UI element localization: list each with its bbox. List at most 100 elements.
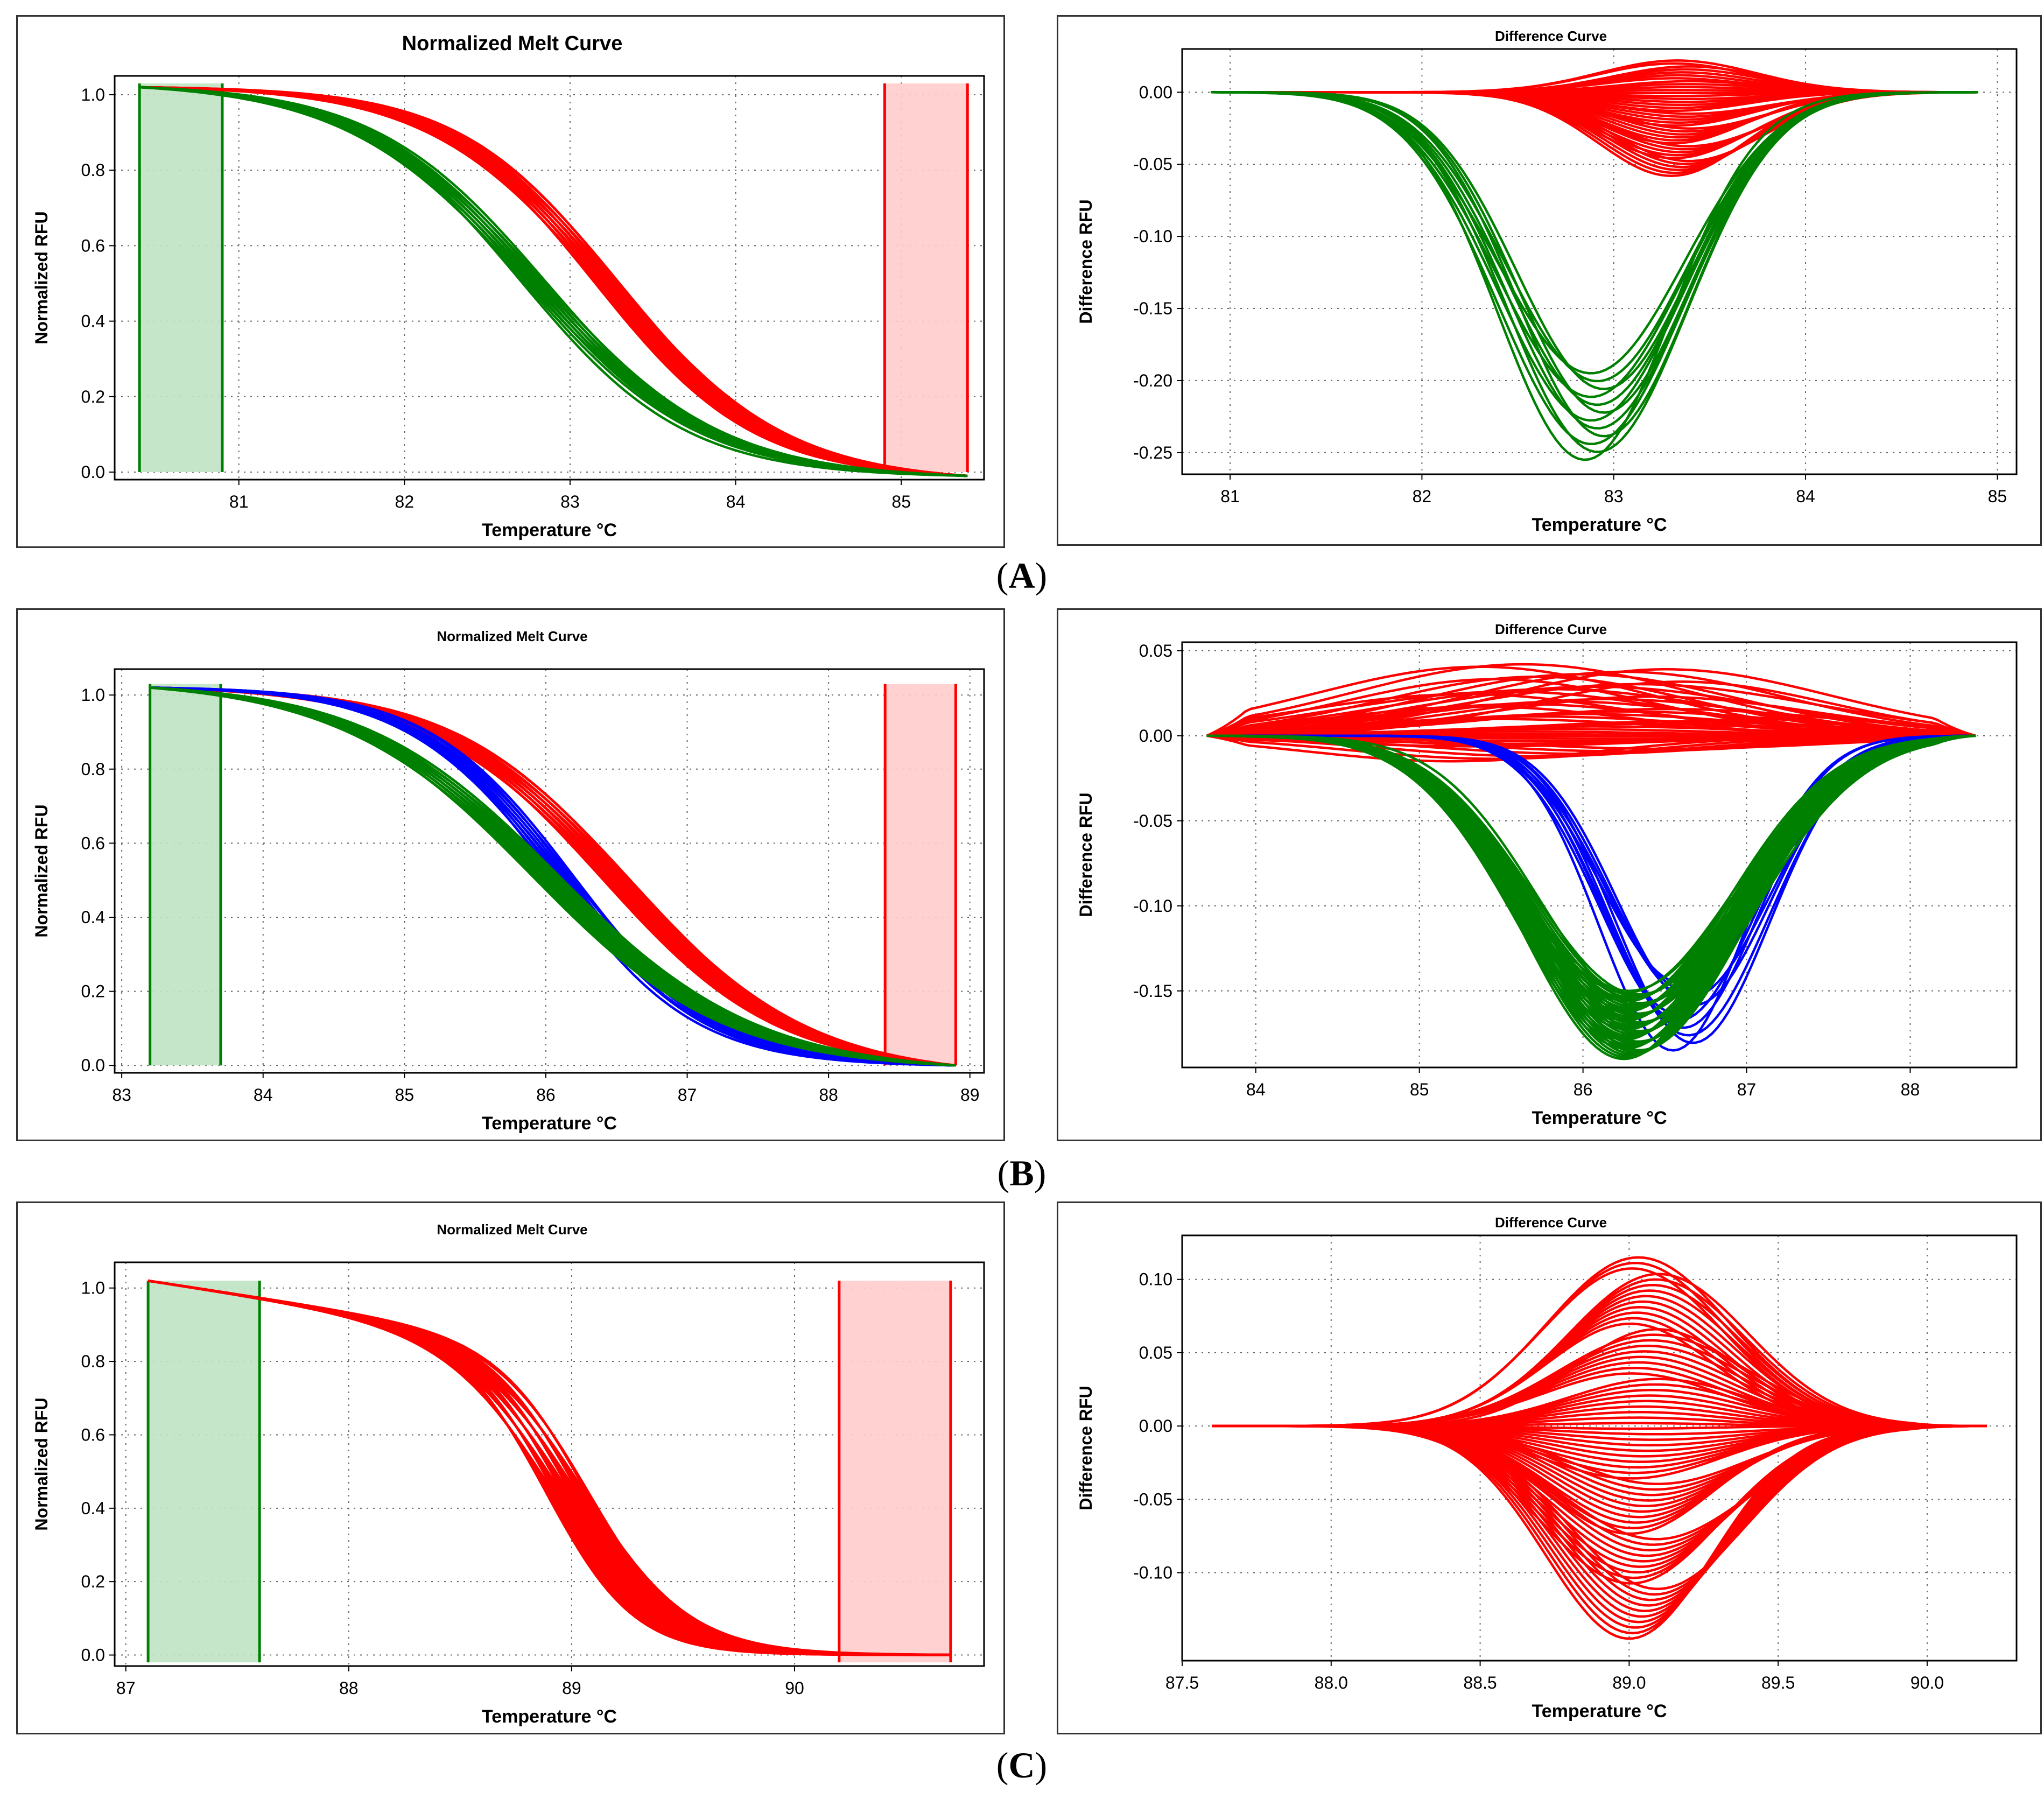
curve-line bbox=[139, 86, 968, 477]
y-axis-label: Difference RFU bbox=[1076, 792, 1095, 917]
x-tick-label: 88.0 bbox=[1315, 1673, 1348, 1692]
x-tick-label: 85 bbox=[1988, 487, 2007, 506]
curve-line bbox=[1211, 91, 1978, 438]
x-tick-label: 82 bbox=[1413, 487, 1432, 506]
y-axis-label: Normalized RFU bbox=[32, 211, 51, 344]
curve-line bbox=[139, 86, 968, 477]
x-tick-label: 84 bbox=[254, 1085, 273, 1105]
curve-line bbox=[139, 86, 968, 477]
plot-frame bbox=[114, 668, 985, 1074]
curve-line bbox=[1206, 663, 1976, 737]
y-tick-label: 0.05 bbox=[1139, 1343, 1172, 1362]
y-tick-label: 0.0 bbox=[81, 1646, 105, 1665]
pre-melt-region bbox=[148, 1281, 260, 1663]
plot-frame bbox=[1181, 641, 2018, 1069]
curve-line bbox=[139, 86, 968, 477]
curve-line bbox=[150, 686, 956, 1067]
curve-line bbox=[139, 86, 968, 477]
curve-line bbox=[139, 86, 968, 477]
curve-line bbox=[139, 86, 968, 477]
difference-curve-panel-a: Difference Curve 81 82 83 84 85 0.00 -0.05 -0.10… bbox=[1057, 15, 2042, 546]
y-tick-label: -0.25 bbox=[1133, 443, 1172, 462]
x-tick-label: 89.5 bbox=[1761, 1673, 1795, 1692]
x-tick-label: 84 bbox=[1796, 487, 1815, 506]
curve-line bbox=[1206, 673, 1976, 737]
plot-frame bbox=[114, 1261, 985, 1667]
curve-line bbox=[1211, 59, 1978, 94]
curve-line bbox=[139, 86, 968, 477]
curve-line bbox=[139, 86, 968, 477]
plot-frame bbox=[114, 75, 985, 481]
chart-svg: Difference Curve 84 85 86 87 88 0.05 0.00 -0.05 -… bbox=[1076, 621, 2018, 1128]
x-tick-label: 90 bbox=[785, 1678, 804, 1698]
y-tick-label: -0.10 bbox=[1133, 896, 1172, 916]
series-red bbox=[1211, 59, 1978, 177]
post-melt-region bbox=[839, 1281, 951, 1663]
y-tick-label: 0.4 bbox=[81, 312, 105, 331]
x-tick-label: 84 bbox=[1246, 1080, 1266, 1099]
curve-line bbox=[139, 86, 968, 477]
melt-curve-panel-a: Normalized Melt Curve 81 82 83 84 85 0.0 0.2 0.4… bbox=[16, 15, 1005, 548]
curve-line bbox=[139, 86, 968, 477]
x-tick-label: 86 bbox=[1574, 1080, 1593, 1099]
chart-title: Difference Curve bbox=[1495, 1214, 1607, 1231]
y-tick-label: -0.15 bbox=[1133, 299, 1172, 318]
curve-line bbox=[139, 86, 968, 477]
post-melt-region bbox=[885, 684, 956, 1066]
x-tick-label: 85 bbox=[1410, 1080, 1429, 1099]
curve-line bbox=[139, 86, 968, 477]
curve-line bbox=[147, 1279, 951, 1656]
y-tick-label: -0.20 bbox=[1133, 371, 1172, 390]
chart-title: Normalized Melt Curve bbox=[437, 628, 587, 644]
x-tick-label: 89 bbox=[562, 1678, 581, 1698]
curve-line bbox=[139, 86, 968, 477]
curve-line bbox=[1212, 1424, 1987, 1552]
x-tick-label: 90.0 bbox=[1910, 1673, 1944, 1692]
curve-line bbox=[139, 86, 968, 477]
melt-curve-panel-b: Normalized Melt Curve 83 84 85 86 87 88 89 0.0 0.… bbox=[16, 608, 1005, 1141]
x-axis-label: Temperature °C bbox=[482, 1113, 617, 1134]
y-axis-label: Difference RFU bbox=[1076, 199, 1095, 324]
x-axis-label: Temperature °C bbox=[1532, 515, 1667, 535]
y-axis-label: Normalized RFU bbox=[32, 1397, 51, 1530]
curve-line bbox=[1206, 665, 1976, 737]
curve-line bbox=[1212, 1256, 1987, 1428]
y-tick-label: 0.0 bbox=[81, 1056, 105, 1075]
curve-line bbox=[139, 86, 968, 477]
curve-line bbox=[139, 86, 968, 477]
x-axis-label: Temperature °C bbox=[1532, 1108, 1667, 1128]
curve-line bbox=[1211, 91, 1978, 375]
curve-line bbox=[139, 86, 968, 477]
curve-line bbox=[139, 86, 968, 477]
chart-svg: Difference Curve 87.5 88.0 88.5 89.0 89.5 90.0… bbox=[1076, 1214, 2018, 1721]
curve-line bbox=[139, 86, 968, 477]
x-tick-label: 82 bbox=[395, 492, 415, 511]
plot-frame bbox=[1181, 48, 2018, 475]
x-tick-label: 88 bbox=[819, 1085, 838, 1105]
curve-line bbox=[1206, 668, 1976, 737]
y-tick-label: 0.2 bbox=[81, 982, 105, 1001]
x-tick-label: 84 bbox=[726, 492, 746, 511]
x-tick-label: 88.5 bbox=[1463, 1673, 1497, 1692]
curve-line bbox=[139, 86, 968, 477]
curve-line bbox=[139, 86, 968, 477]
y-tick-label: -0.10 bbox=[1133, 1563, 1172, 1583]
x-tick-label: 87 bbox=[678, 1085, 697, 1105]
y-tick-label: -0.10 bbox=[1133, 227, 1172, 246]
curve-line bbox=[139, 86, 968, 477]
curve-line bbox=[139, 86, 968, 477]
series-green bbox=[1211, 91, 1978, 461]
curve-line bbox=[1206, 670, 1976, 737]
x-tick-label: 87 bbox=[116, 1678, 136, 1698]
y-tick-label: -0.15 bbox=[1133, 981, 1172, 1001]
x-tick-label: 86 bbox=[536, 1085, 556, 1105]
x-tick-label: 88 bbox=[339, 1678, 359, 1698]
y-tick-label: 0.0 bbox=[81, 462, 105, 482]
curve-line bbox=[1211, 91, 1978, 430]
y-axis-label: Difference RFU bbox=[1076, 1386, 1095, 1510]
post-melt-region bbox=[884, 83, 968, 472]
curve-line bbox=[139, 86, 968, 477]
curve-line bbox=[139, 86, 968, 477]
curve-line bbox=[1206, 734, 1976, 996]
curve-line bbox=[139, 86, 968, 477]
